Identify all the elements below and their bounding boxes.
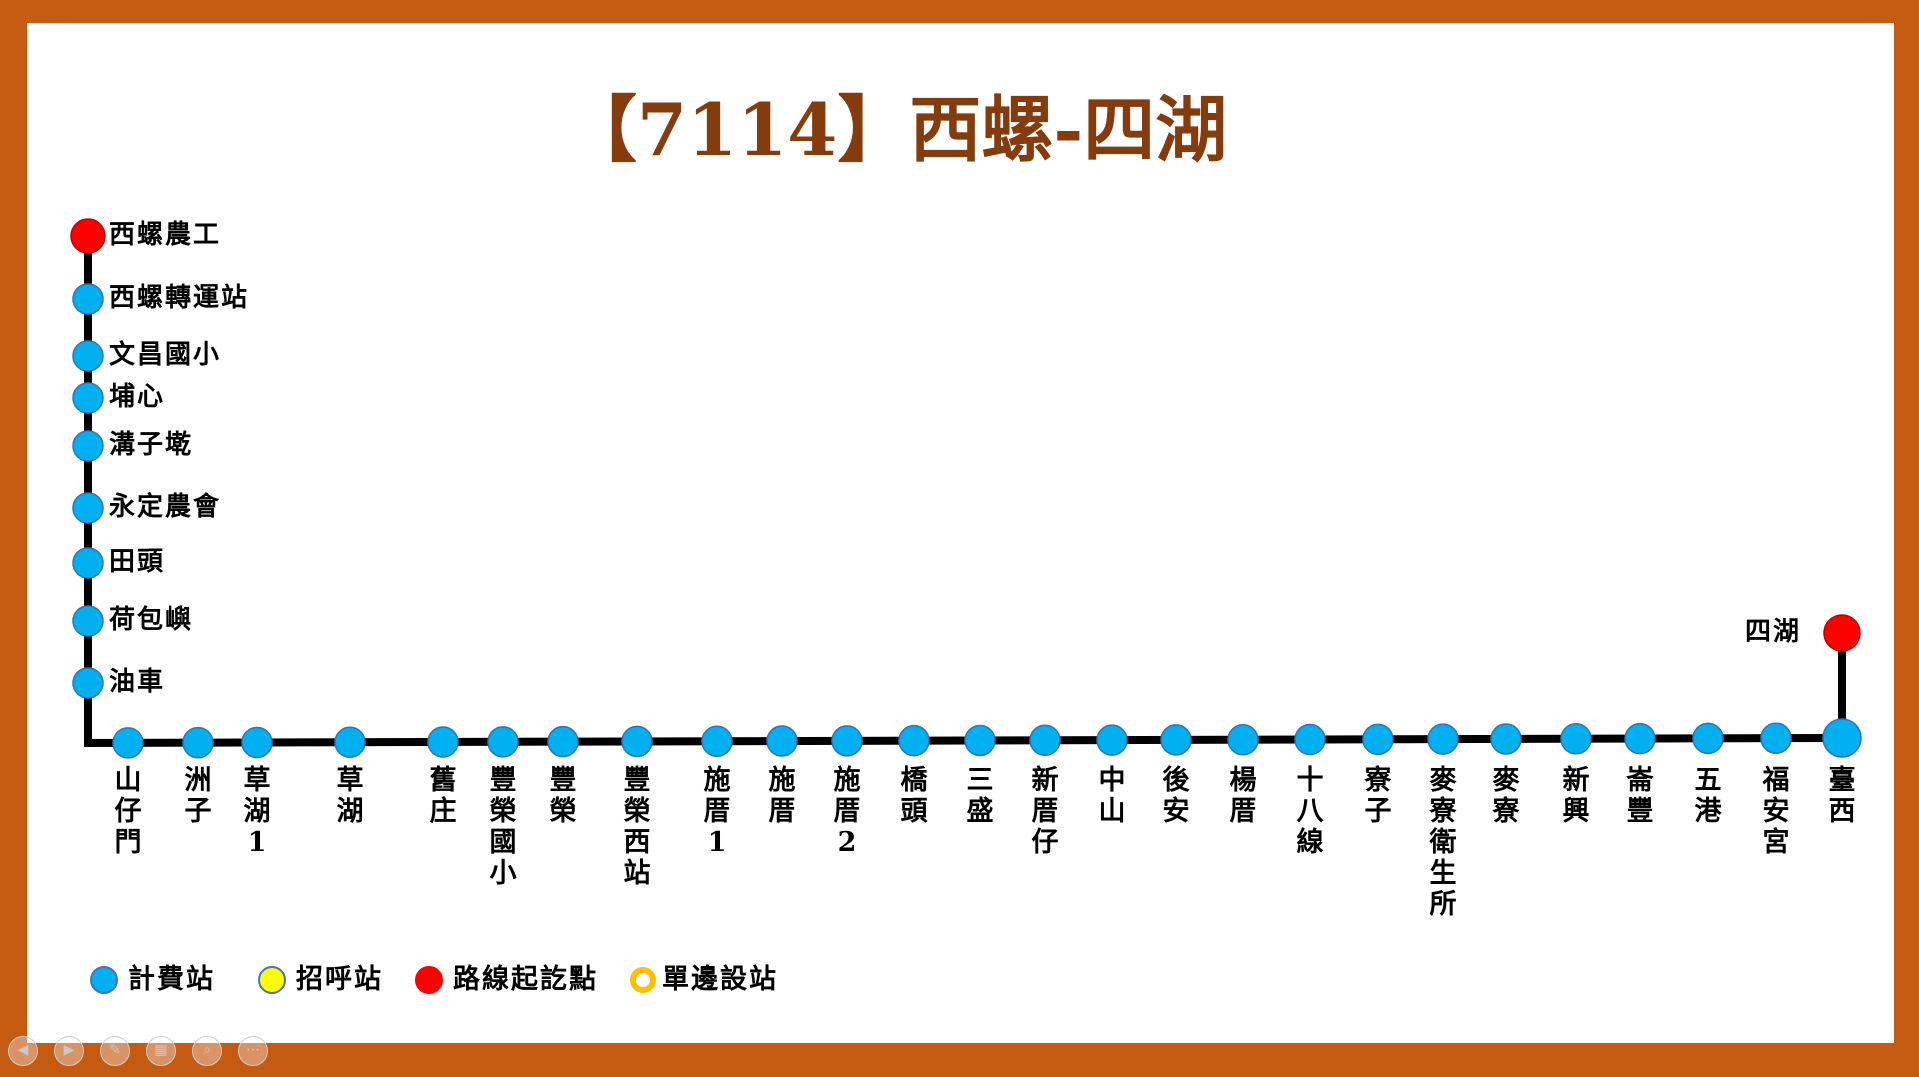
stop-label: 油車 [109, 667, 166, 697]
terminal-stop-marker [1823, 614, 1861, 652]
stop-label: 施厝 [768, 765, 796, 827]
stop-label: 草湖1 [243, 765, 271, 858]
legend-label: 計費站 [128, 964, 215, 995]
fare-stop-marker [1227, 723, 1259, 756]
fare-stop-marker [1160, 724, 1192, 756]
stop-label: 荷包嶼 [109, 605, 194, 635]
fare-stop-marker [1427, 723, 1459, 755]
route-line [83, 232, 1847, 748]
stop-label: 施厝1 [703, 765, 731, 858]
fare-stop-marker [1096, 724, 1128, 756]
stop-label: 麥寮 [1492, 765, 1520, 827]
terminal-stop-marker [70, 218, 106, 254]
fare-stop-marker [701, 725, 733, 757]
pen-icon[interactable]: ✎ [100, 1036, 130, 1066]
fare-stop-marker [72, 283, 104, 315]
slide-canvas [27, 23, 1894, 1043]
legend-label: 路線起訖點 [453, 964, 598, 995]
stop-label: 楊厝 [1229, 765, 1257, 827]
stop-label: 埔心 [109, 382, 166, 412]
fare-stop-marker [1692, 722, 1724, 755]
stop-label: 福安宮 [1762, 765, 1790, 858]
major-stop-marker [1822, 718, 1862, 758]
stop-label: 舊庄 [429, 765, 457, 827]
stop-label: 西螺轉運站 [109, 283, 250, 313]
flag-stop-marker-icon [258, 966, 286, 994]
stop-label: 崙豐 [1626, 765, 1654, 827]
stop-label: 西螺農工 [109, 220, 222, 250]
fare-stop-marker [72, 667, 104, 699]
next-slide-icon[interactable]: ▶ [54, 1036, 84, 1066]
fare-stop-marker [1362, 723, 1394, 756]
fare-stop-marker-icon [90, 966, 118, 994]
fare-stop-marker [112, 727, 144, 759]
stop-label: 中山 [1098, 765, 1126, 827]
stop-label: 永定農會 [109, 492, 222, 522]
stop-label: 麥寮衛生所 [1429, 765, 1457, 920]
fare-stop-marker [766, 725, 798, 757]
stop-markers [70, 218, 1862, 759]
fare-stop-marker [72, 605, 104, 637]
stop-label: 文昌國小 [109, 340, 222, 370]
fare-stop-marker [1490, 723, 1522, 755]
stop-label: 新厝仔 [1031, 765, 1059, 858]
fare-stop-marker [241, 726, 273, 759]
stop-label: 豐榮 [549, 765, 577, 827]
stop-label: 施厝2 [833, 765, 861, 858]
stop-label: 臺西 [1828, 765, 1856, 827]
fare-stop-marker [182, 726, 214, 759]
stop-label: 山仔門 [114, 765, 142, 858]
one-side-stop-marker-icon [630, 967, 656, 993]
stop-label: 豐榮西站 [623, 765, 651, 889]
fare-stop-marker [1029, 724, 1061, 757]
fare-stop-marker [72, 430, 104, 462]
stop-label: 草湖 [336, 765, 364, 827]
fare-stop-marker [72, 382, 104, 414]
fare-stop-marker [1760, 722, 1792, 754]
stop-label: 寮子 [1364, 765, 1392, 827]
fare-stop-marker [72, 340, 104, 372]
stop-label: 洲子 [184, 765, 212, 827]
stop-label: 新興 [1562, 765, 1590, 827]
legend-label: 招呼站 [296, 964, 383, 995]
fare-stop-marker [964, 724, 996, 757]
fare-stop-marker [898, 724, 930, 757]
zoom-icon[interactable]: ⌕ [192, 1036, 222, 1066]
fare-stop-marker [72, 547, 104, 579]
stop-label: 三盛 [966, 765, 994, 827]
slides-grid-icon[interactable]: ▦ [146, 1036, 176, 1066]
stop-label: 五港 [1694, 765, 1722, 827]
more-options-icon[interactable]: ⋯ [238, 1036, 268, 1066]
stop-label: 後安 [1162, 765, 1190, 827]
end-stop-label: 四湖 [1745, 617, 1802, 647]
fare-stop-marker [427, 726, 459, 758]
stop-label: 橋頭 [900, 765, 928, 827]
terminal-marker-icon [415, 966, 443, 994]
fare-stop-marker [621, 725, 653, 758]
fare-stop-marker [487, 726, 519, 758]
fare-stop-marker [547, 725, 579, 758]
prev-slide-icon[interactable]: ◀ [8, 1036, 38, 1066]
legend-label: 單邊設站 [662, 964, 778, 995]
fare-stop-marker [1294, 723, 1326, 756]
stop-label: 十八線 [1296, 765, 1324, 858]
stop-label: 溝子墘 [109, 430, 194, 460]
route-title: 【7114】西螺-四湖 [565, 87, 1228, 172]
fare-stop-marker [831, 725, 863, 757]
fare-stop-marker [1560, 723, 1592, 755]
stop-label: 田頭 [109, 547, 166, 577]
stop-label: 豐榮國小 [489, 765, 517, 889]
fare-stop-marker [72, 492, 104, 524]
fare-stop-marker [334, 726, 366, 759]
fare-stop-marker [1624, 722, 1656, 755]
